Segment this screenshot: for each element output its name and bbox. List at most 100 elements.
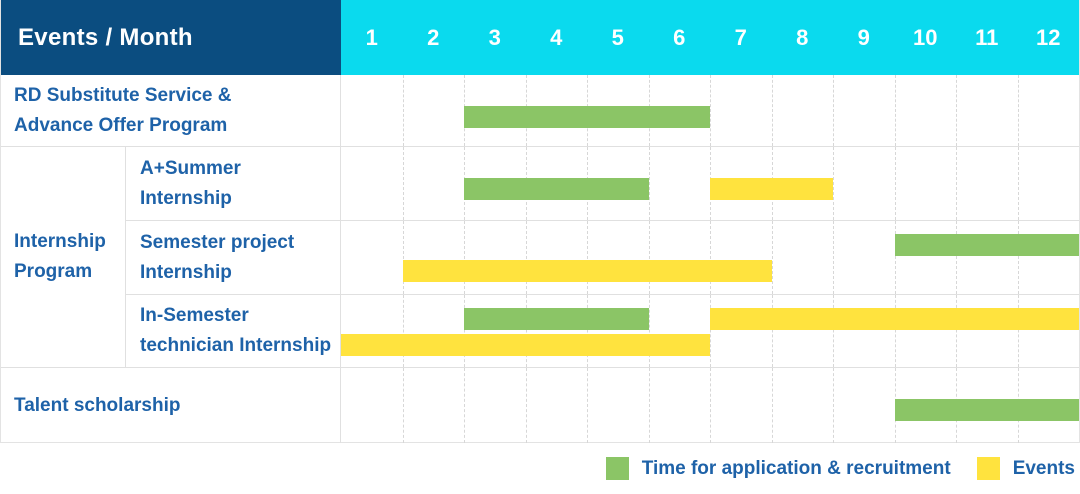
month-label-8: 8 (796, 24, 809, 50)
month-label-9: 9 (857, 24, 870, 50)
label-line: Internship (14, 231, 106, 252)
month-gridline (833, 368, 834, 443)
month-gridline (833, 75, 834, 146)
month-gridline (1017, 295, 1019, 367)
events-month-header-cell: Events / Month (1, 0, 341, 75)
label-line: A+Summer (140, 157, 241, 179)
label-line: RD Substitute Service & (14, 84, 232, 106)
month-label-6: 6 (673, 24, 686, 50)
month-gridline (1017, 75, 1019, 146)
month-gridline (956, 295, 957, 367)
month-gridline (648, 368, 650, 443)
timeline-lane-a-plus-summer (341, 147, 1079, 220)
month-gridline (710, 221, 711, 294)
month-gridline (648, 295, 650, 367)
month-gridline (525, 221, 527, 294)
event-bar (341, 334, 710, 356)
month-gridline (956, 75, 957, 146)
timeline-lane-semester-project (341, 221, 1079, 294)
month-gridline (464, 221, 465, 294)
timeline-lane-rd-substitute (341, 75, 1079, 146)
row-label-talent-scholarship: Talent scholarship (1, 368, 341, 443)
row-label-rd-substitute: RD Substitute Service & Advance Offer Pr… (1, 75, 341, 146)
month-gridline (402, 368, 404, 443)
month-gridline (894, 221, 896, 294)
month-gridline (587, 368, 588, 443)
label-line: technician Internship (140, 335, 332, 356)
month-gridline (402, 75, 404, 146)
label-line: Internship (140, 261, 232, 283)
month-gridline (833, 295, 834, 367)
row-label-semester-project: Semester project Internship (126, 221, 341, 294)
month-label-11: 11 (975, 24, 999, 50)
legend-label-events: Events (1012, 457, 1075, 479)
event-bar (402, 260, 772, 282)
month-gridline (894, 295, 896, 367)
month-gridline (402, 295, 404, 367)
legend-label-application: Time for application & recruitment (641, 457, 951, 479)
month-gridline (710, 75, 711, 146)
row-rd-substitute: RD Substitute Service & Advance Offer Pr… (1, 75, 1079, 147)
month-gridline (771, 221, 773, 294)
month-label-5: 5 (611, 24, 624, 50)
month-label-4: 4 (550, 24, 563, 50)
month-gridline (771, 368, 773, 443)
application-recruitment-bar (894, 399, 1079, 421)
month-gridline (648, 221, 650, 294)
legend-item-application: Time for application & recruitment (605, 457, 951, 480)
table-header-row: Events / Month 1 2 3 4 5 6 7 8 9 10 11 12 (1, 0, 1079, 75)
month-gridline (771, 295, 773, 367)
month-gridline (402, 147, 404, 220)
application-recruitment-bar (894, 234, 1079, 256)
label-line: Talent scholarship (14, 394, 181, 416)
month-label-12: 12 (1036, 24, 1061, 50)
legend-item-events: Events (976, 457, 1075, 480)
event-bar (710, 178, 833, 200)
month-gridline (1017, 147, 1019, 220)
month-gridline (525, 368, 527, 443)
month-gridline (525, 295, 527, 367)
month-label-7: 7 (734, 24, 747, 50)
group-label-internship-program: Internship Program (1, 147, 126, 367)
month-gridline (1017, 221, 1019, 294)
month-gridline (956, 147, 957, 220)
month-gridline (648, 147, 650, 220)
legend: Time for application & recruitment Event… (0, 457, 1080, 480)
month-gridline (833, 147, 834, 220)
row-label-in-semester-technician: In-Semester technician Internship (126, 295, 341, 367)
month-gridline (771, 75, 773, 146)
month-gridline (464, 295, 465, 367)
month-gridline (587, 221, 588, 294)
month-gridline (587, 295, 588, 367)
month-gridline (710, 368, 711, 443)
event-yellow-swatch-icon (976, 457, 1000, 480)
application-green-swatch-icon (605, 457, 629, 480)
internship-program-group: Internship Program A+Summer Internship S… (1, 147, 1079, 368)
month-gridline (894, 147, 896, 220)
application-recruitment-bar (464, 178, 649, 200)
label-line: Internship (140, 187, 232, 209)
month-gridline (833, 221, 834, 294)
month-gridline (894, 75, 896, 146)
event-bar (710, 308, 1079, 330)
application-recruitment-bar (464, 106, 710, 128)
month-gridline (402, 221, 404, 294)
month-label-1: 1 (365, 24, 378, 50)
application-recruitment-bar (464, 308, 649, 330)
month-label-2: 2 (427, 24, 440, 50)
month-label-10: 10 (913, 24, 938, 50)
row-semester-project: Semester project Internship (126, 221, 1079, 295)
internship-sub-rows: A+Summer Internship Semester project Int… (126, 147, 1079, 367)
month-gridline (710, 295, 711, 367)
row-label-a-plus-summer: A+Summer Internship (126, 147, 341, 220)
label-line: Program (14, 261, 93, 282)
row-a-plus-summer: A+Summer Internship (126, 147, 1079, 221)
label-line: Semester project (140, 231, 295, 253)
label-line: Advance Offer Program (14, 114, 228, 136)
row-talent-scholarship: Talent scholarship (1, 368, 1079, 443)
events-month-table: Events / Month 1 2 3 4 5 6 7 8 9 10 11 12 RD Substi… (0, 0, 1080, 443)
month-gridline (956, 221, 957, 294)
month-gridline (464, 368, 465, 443)
row-in-semester-technician: In-Semester technician Internship (126, 295, 1079, 367)
